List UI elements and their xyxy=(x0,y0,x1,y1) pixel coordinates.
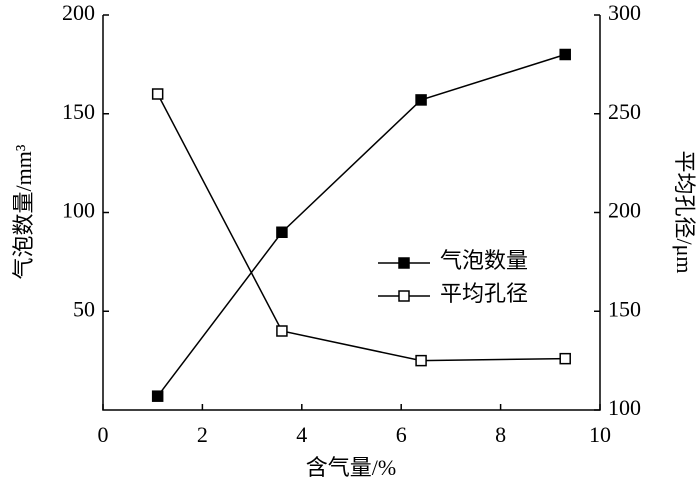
series-line xyxy=(157,93,566,362)
y-tick-label: 150 xyxy=(62,99,95,124)
legend-marker xyxy=(398,257,410,269)
data-point xyxy=(276,226,288,238)
legend-label: 平均孔径 xyxy=(440,281,528,306)
data-point xyxy=(559,48,571,61)
y2-tick-label: 200 xyxy=(608,198,641,223)
y2-tick-label: 250 xyxy=(608,99,641,124)
x-tick-label: 2 xyxy=(197,422,208,447)
y-tick-label: 50 xyxy=(73,296,95,321)
x-tick-label: 4 xyxy=(296,422,307,447)
data-point xyxy=(151,390,164,402)
data-point xyxy=(276,325,288,337)
y-tick-label: 200 xyxy=(62,0,95,25)
axis-frame xyxy=(102,15,601,411)
y2-tick-label: 300 xyxy=(608,0,641,25)
data-point xyxy=(415,94,427,106)
y2-tick-label: 100 xyxy=(608,395,641,420)
data-point xyxy=(559,352,571,365)
y-tick-label: 100 xyxy=(62,198,95,223)
series-line xyxy=(157,53,566,397)
x-tick-label: 0 xyxy=(98,422,109,447)
data-point xyxy=(151,88,164,100)
data-point xyxy=(415,354,427,367)
y-axis-label: 气泡数量/mm³ xyxy=(11,144,36,279)
x-tick-label: 10 xyxy=(589,422,611,447)
x-tick-label: 8 xyxy=(495,422,506,447)
legend-marker xyxy=(398,290,410,302)
y2-tick-label: 150 xyxy=(608,296,641,321)
legend-label: 气泡数量 xyxy=(440,248,528,273)
y2-axis-label: 平均孔径/μm xyxy=(672,150,697,273)
x-tick-label: 6 xyxy=(396,422,407,447)
x-axis-label: 含气量/% xyxy=(306,455,396,480)
